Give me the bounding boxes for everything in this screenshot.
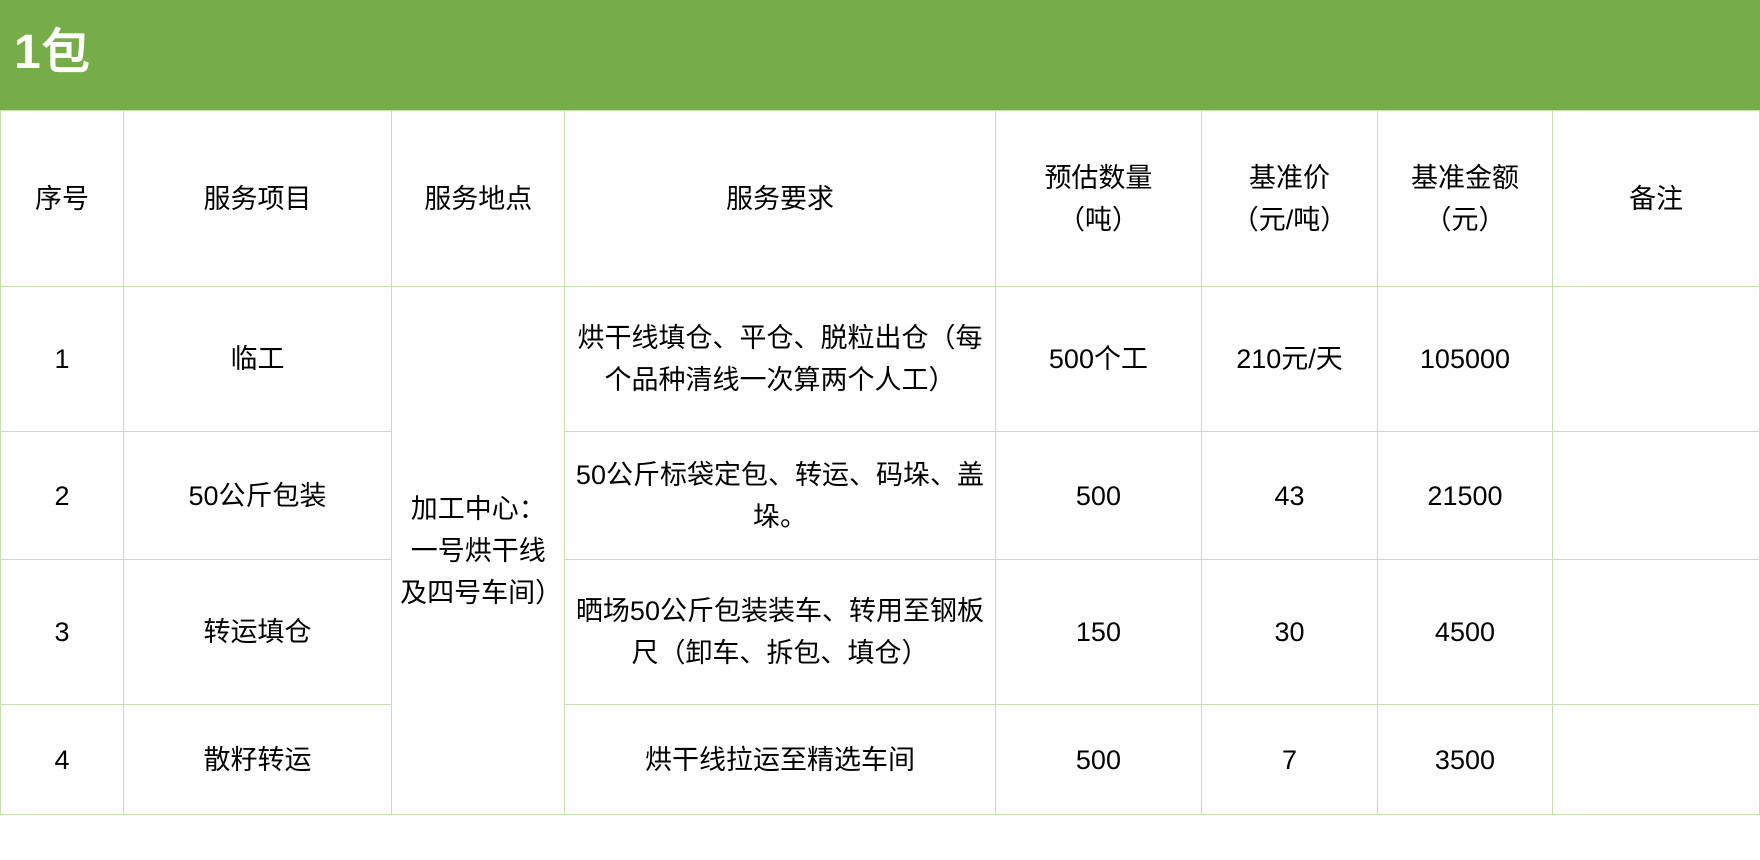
section-banner: 1包 bbox=[0, 0, 1760, 110]
cell-price: 43 bbox=[1201, 431, 1378, 560]
column-header-place: 服务地点 bbox=[391, 110, 566, 287]
cell-quantity: 500 bbox=[994, 704, 1203, 815]
cell-item: 临工 bbox=[122, 286, 393, 432]
column-header-note: 备注 bbox=[1552, 110, 1760, 287]
cell-place-merged: 加工中心：一号烘干线及四号车间） bbox=[391, 286, 566, 815]
column-header-item: 服务项目 bbox=[122, 110, 393, 287]
table-row: 1 临工 加工中心：一号烘干线及四号车间） 烘干线填仓、平仓、脱粒出仓（每个品种… bbox=[0, 286, 1760, 815]
cell-amount: 21500 bbox=[1376, 431, 1554, 560]
service-table: 序号 服务项目 服务地点 服务要求 预估数量 （吨） 基准价 （元/吨） 基准金… bbox=[0, 110, 1760, 815]
column-header-amount: 基准金额 （元） bbox=[1376, 110, 1554, 287]
cell-price: 7 bbox=[1201, 704, 1378, 815]
column-header-price: 基准价 （元/吨） bbox=[1201, 110, 1378, 287]
column-header-seq: 序号 bbox=[0, 110, 124, 287]
table-header: 序号 服务项目 服务地点 服务要求 预估数量 （吨） 基准价 （元/吨） 基准金… bbox=[0, 110, 1760, 287]
cell-seq: 1 bbox=[0, 286, 124, 432]
column-header-price-line2: （元/吨） bbox=[1231, 204, 1348, 235]
table-row: 3 转运填仓 晒场50公斤包装装车、转用至钢板尺（卸车、拆包、填仓） 150 3… bbox=[0, 559, 1760, 705]
cell-note bbox=[1552, 704, 1760, 815]
column-header-price-line1: 基准价 bbox=[1249, 162, 1331, 193]
service-table-wrapper: 序号 服务项目 服务地点 服务要求 预估数量 （吨） 基准价 （元/吨） 基准金… bbox=[0, 110, 1760, 815]
cell-requirement: 晒场50公斤包装装车、转用至钢板尺（卸车、拆包、填仓） bbox=[564, 559, 996, 705]
cell-quantity: 500个工 bbox=[994, 286, 1203, 432]
table-row: 4 散籽转运 烘干线拉运至精选车间 500 7 3500 bbox=[0, 704, 1760, 815]
cell-price: 210元/天 bbox=[1201, 286, 1378, 432]
cell-note bbox=[1552, 431, 1760, 560]
cell-amount: 105000 bbox=[1376, 286, 1554, 432]
table-body: 1 临工 加工中心：一号烘干线及四号车间） 烘干线填仓、平仓、脱粒出仓（每个品种… bbox=[0, 286, 1760, 815]
cell-amount: 4500 bbox=[1376, 559, 1554, 705]
column-header-quantity-line2: （吨） bbox=[1057, 204, 1139, 235]
table-header-row: 序号 服务项目 服务地点 服务要求 预估数量 （吨） 基准价 （元/吨） 基准金… bbox=[0, 110, 1760, 287]
cell-seq: 2 bbox=[0, 431, 124, 560]
cell-quantity: 500 bbox=[994, 431, 1203, 560]
column-header-requirement: 服务要求 bbox=[564, 110, 996, 287]
cell-requirement: 烘干线拉运至精选车间 bbox=[564, 704, 996, 815]
banner-title: 1包 bbox=[14, 26, 91, 79]
column-header-amount-line2: （元） bbox=[1424, 204, 1506, 235]
column-header-quantity: 预估数量 （吨） bbox=[994, 110, 1203, 287]
cell-note bbox=[1552, 559, 1760, 705]
cell-item: 转运填仓 bbox=[122, 559, 393, 705]
cell-seq: 4 bbox=[0, 704, 124, 815]
table-row: 2 50公斤包装 50公斤标袋定包、转运、码垛、盖垛。 500 43 21500 bbox=[0, 431, 1760, 560]
cell-requirement: 烘干线填仓、平仓、脱粒出仓（每个品种清线一次算两个人工） bbox=[564, 286, 996, 432]
cell-quantity: 150 bbox=[994, 559, 1203, 705]
column-header-amount-line1: 基准金额 bbox=[1410, 162, 1519, 193]
cell-price: 30 bbox=[1201, 559, 1378, 705]
column-header-quantity-line1: 预估数量 bbox=[1044, 162, 1153, 193]
cell-requirement: 50公斤标袋定包、转运、码垛、盖垛。 bbox=[564, 431, 996, 560]
cell-item: 散籽转运 bbox=[122, 704, 393, 815]
cell-note bbox=[1552, 286, 1760, 432]
cell-item: 50公斤包装 bbox=[122, 431, 393, 560]
cell-amount: 3500 bbox=[1376, 704, 1554, 815]
cell-seq: 3 bbox=[0, 559, 124, 705]
